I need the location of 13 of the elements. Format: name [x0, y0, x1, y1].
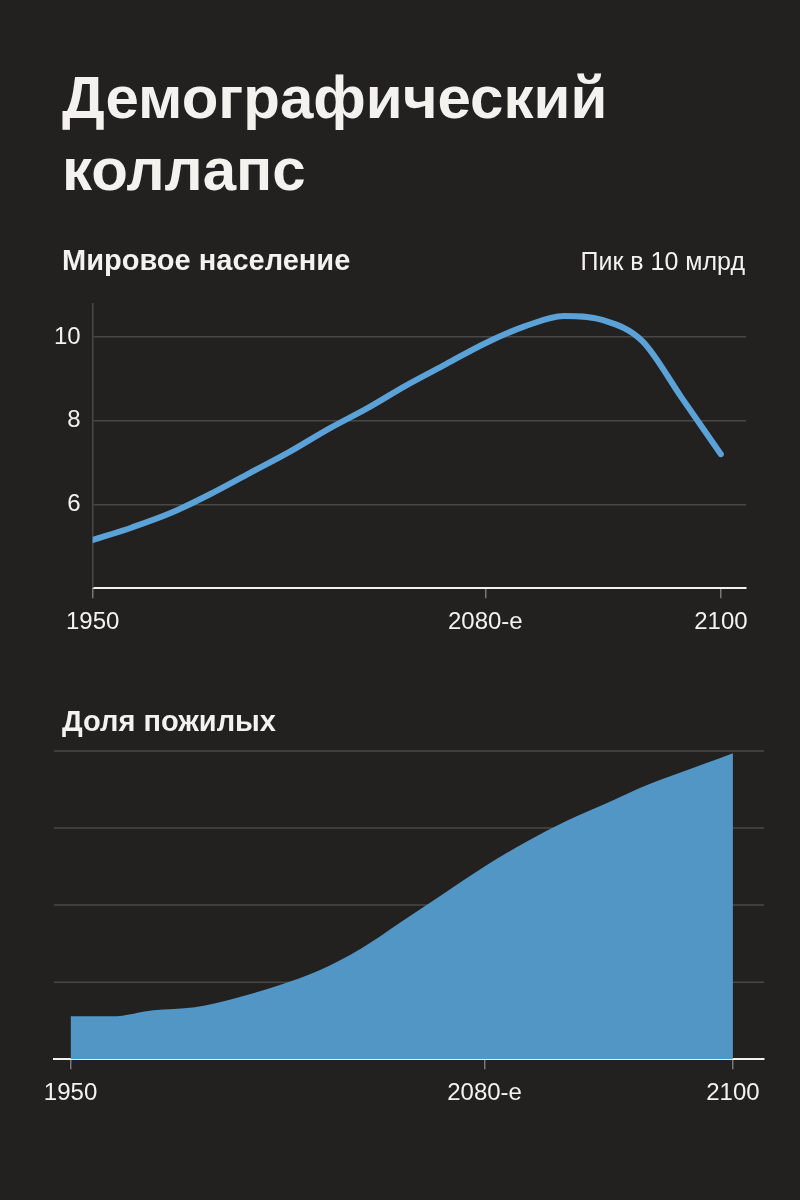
x-tick-label: 2100	[694, 607, 748, 635]
x-tick-label: 1950	[66, 607, 120, 635]
x-tick-label: 2100	[706, 1078, 760, 1106]
text: Пик в 10 млрд	[580, 247, 745, 276]
chart-subtitle: Мировое население	[62, 244, 351, 277]
y-tick-label: 8	[67, 405, 81, 433]
chart-title: Демографический коллапс	[62, 63, 609, 205]
x-tick-label: 2080-е	[447, 1078, 522, 1106]
chart-title: Доля пожилых	[62, 705, 276, 738]
x-tick-label: 2080-е	[447, 607, 523, 635]
x-tick-label: 1950	[43, 1078, 98, 1106]
y-tick-label: 10	[53, 321, 81, 349]
y-tick-label: 6	[67, 489, 81, 517]
